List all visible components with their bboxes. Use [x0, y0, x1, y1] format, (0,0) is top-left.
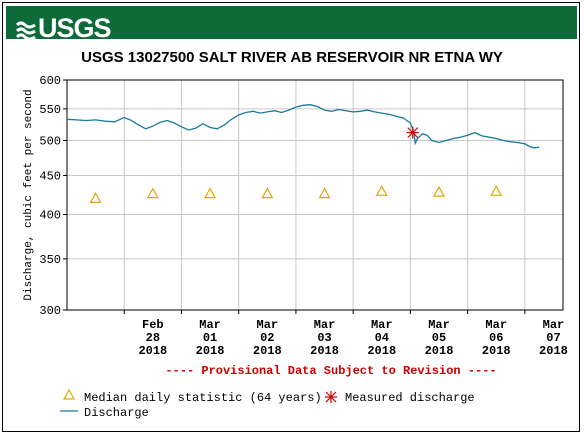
x-tick-label: Mar	[257, 318, 279, 332]
x-tick-label: 2018	[310, 344, 339, 358]
x-tick-label: Mar	[543, 318, 565, 332]
median-point	[146, 187, 159, 199]
x-tick-label: 01	[203, 331, 217, 345]
x-tick-label: Feb	[142, 318, 164, 332]
chart-frame	[2, 2, 580, 432]
grid-layer	[67, 80, 563, 310]
x-tick-label: 03	[317, 331, 331, 345]
legend-median-label: Median daily statistic (64 years)	[84, 391, 322, 405]
provisional-note: ---- Provisional Data Subject to Revisio…	[165, 364, 496, 378]
series-layer	[66, 104, 540, 203]
x-tick-label: Mar	[199, 318, 221, 332]
median-point	[318, 187, 331, 199]
x-tick-label: 2018	[482, 344, 511, 358]
x-tick-label: 28	[146, 331, 160, 345]
x-tick-label: 2018	[196, 344, 225, 358]
legend: Median daily statistic (64 years) Measur…	[60, 388, 475, 420]
median-point	[89, 192, 102, 203]
y-tick-label: 550	[39, 103, 61, 117]
y-tick-label: 600	[39, 74, 61, 88]
median-point	[490, 185, 503, 196]
x-tick-label: 02	[260, 331, 274, 345]
x-tick-label: Mar	[371, 318, 393, 332]
median-point	[432, 185, 446, 197]
x-axis-ticks: Feb282018Mar012018Mar022018Mar032018Mar0…	[123, 310, 568, 358]
legend-measured-label: Measured discharge	[345, 391, 475, 405]
usgs-banner: USGS	[6, 6, 577, 43]
y-tick-label: 450	[39, 169, 61, 183]
x-tick-label: Mar	[428, 318, 450, 332]
y-tick-label: 400	[39, 209, 61, 223]
x-tick-label: 05	[432, 331, 446, 345]
legend-measured-marker	[325, 391, 337, 403]
y-axis-label: Discharge, cubic feet per second	[23, 89, 35, 300]
x-tick-label: Mar	[485, 318, 507, 332]
x-tick-label: 06	[489, 331, 503, 345]
plot-border	[66, 79, 564, 311]
x-tick-label: 07	[546, 331, 560, 345]
x-tick-label: 2018	[138, 344, 167, 358]
x-tick-label: 2018	[539, 344, 568, 358]
median-point	[375, 185, 388, 196]
measured-point	[406, 126, 419, 139]
usgs-logo[interactable]: USGS	[16, 12, 112, 45]
usgs-wave-icon	[16, 21, 36, 39]
median-point	[204, 187, 217, 199]
x-tick-label: 04	[375, 331, 389, 345]
median-point	[261, 187, 274, 199]
usgs-logo-text: USGS	[38, 13, 112, 43]
y-tick-label: 350	[39, 253, 61, 267]
x-tick-label: 2018	[253, 344, 282, 358]
x-tick-label: Mar	[314, 318, 336, 332]
legend-discharge-label: Discharge	[84, 406, 149, 420]
y-axis-ticks: 300 350 400 450 500 550 600	[39, 74, 67, 318]
x-tick-label: 2018	[425, 344, 454, 358]
chart-title: USGS 13027500 SALT RIVER AB RESERVOIR NR…	[81, 49, 503, 66]
y-tick-label: 300	[39, 304, 61, 318]
y-tick-label: 500	[39, 134, 61, 148]
discharge-series-line	[66, 104, 540, 149]
legend-median-marker	[62, 388, 76, 400]
x-tick-label: 2018	[367, 344, 396, 358]
